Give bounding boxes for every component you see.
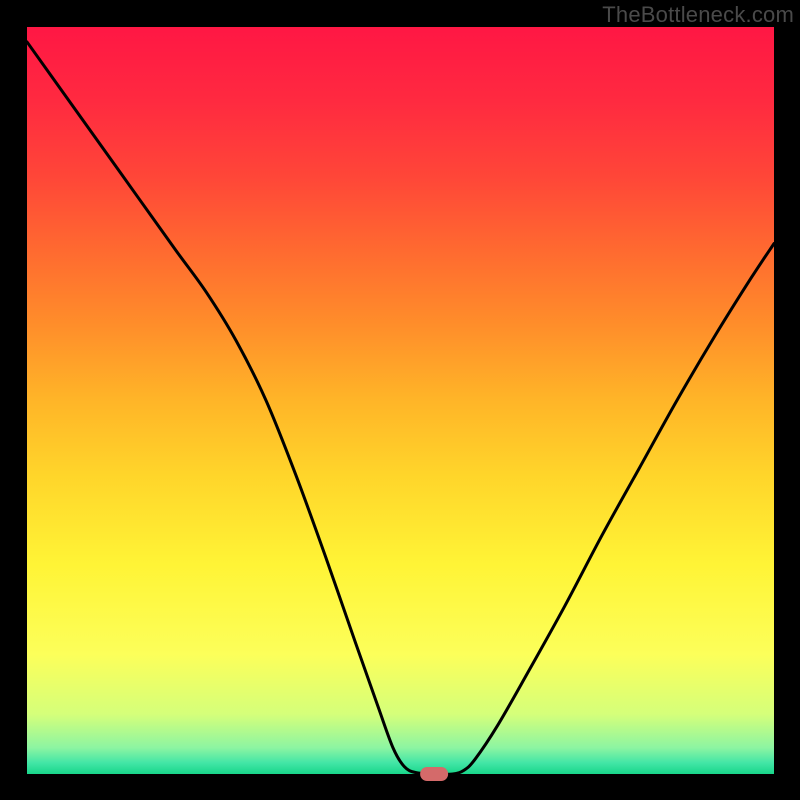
watermark-label: TheBottleneck.com (602, 2, 794, 28)
bottleneck-chart (0, 0, 800, 800)
plot-area (27, 27, 774, 774)
optimal-point-marker (420, 767, 448, 781)
chart-container: TheBottleneck.com (0, 0, 800, 800)
